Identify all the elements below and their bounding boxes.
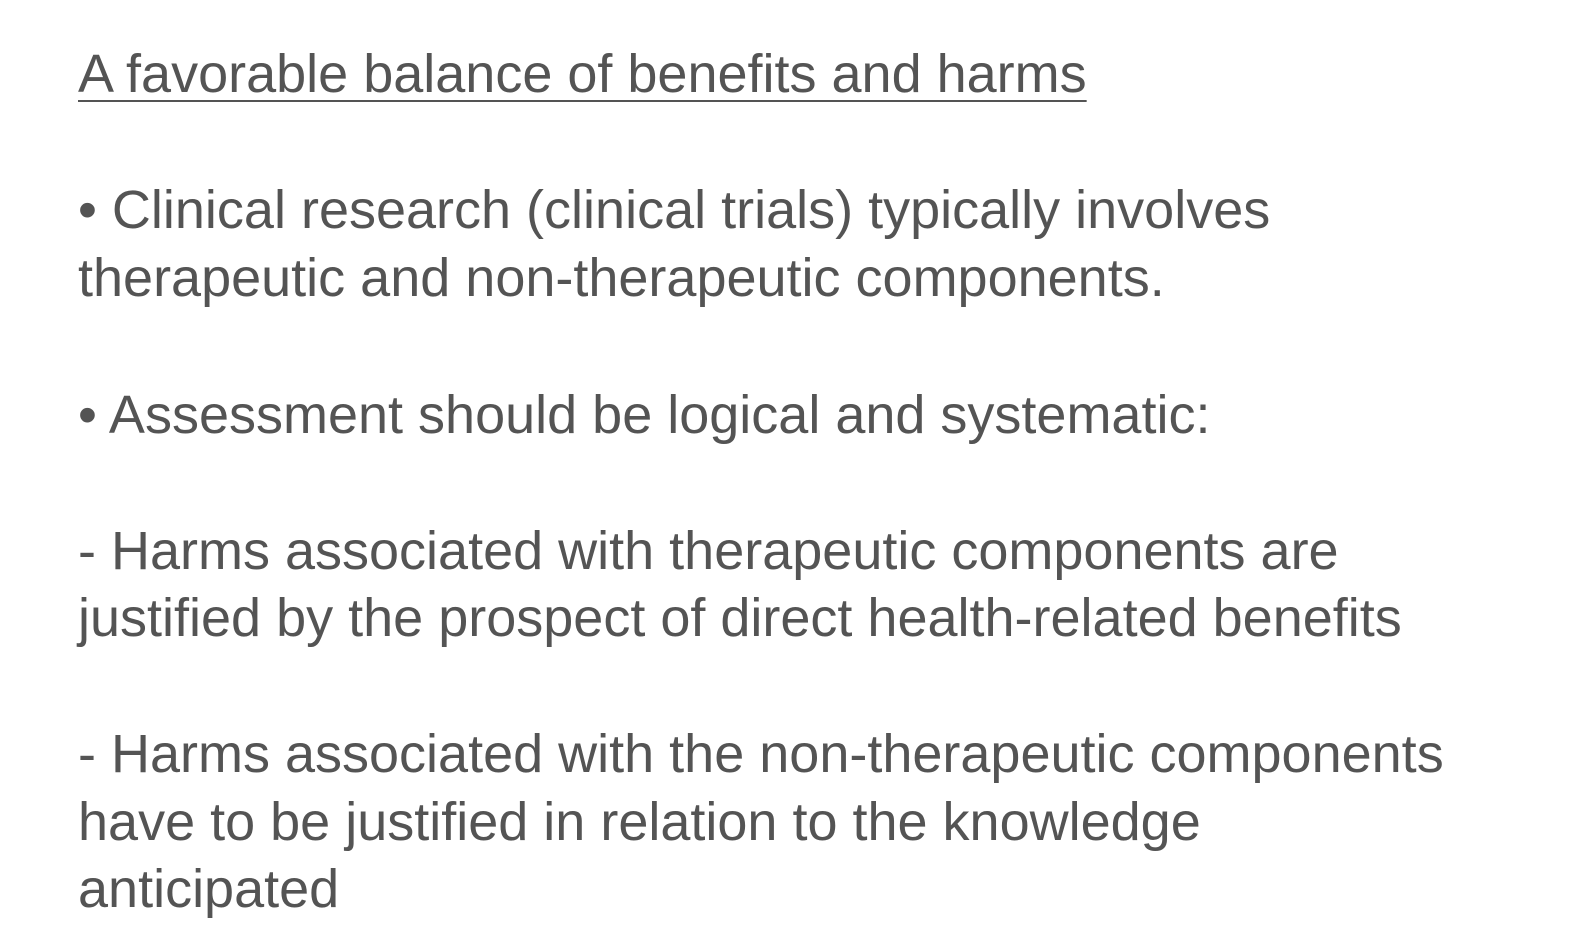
page-title: A favorable balance of benefits and harm… xyxy=(78,44,1087,104)
bullet-clinical-research-line-2: therapeutic and non-therapeutic componen… xyxy=(78,248,1165,308)
subpoint-nontherapeutic-harms-line-1: - Harms associated with the non-therapeu… xyxy=(78,724,1444,784)
subpoint-nontherapeutic-harms-line-2: have to be justified in relation to the … xyxy=(78,792,1201,852)
bullet-clinical-research-line-1: • Clinical research (clinical trials) ty… xyxy=(78,180,1271,240)
subpoint-nontherapeutic-harms-line-3: anticipated xyxy=(78,859,340,919)
document-slide: A favorable balance of benefits and harm… xyxy=(78,0,1558,942)
subpoint-therapeutic-harms-line-1: - Harms associated with therapeutic comp… xyxy=(78,521,1339,581)
bullet-assessment-line-1: • Assessment should be logical and syste… xyxy=(78,385,1211,445)
subpoint-therapeutic-harms-line-2: justified by the prospect of direct heal… xyxy=(78,588,1402,648)
